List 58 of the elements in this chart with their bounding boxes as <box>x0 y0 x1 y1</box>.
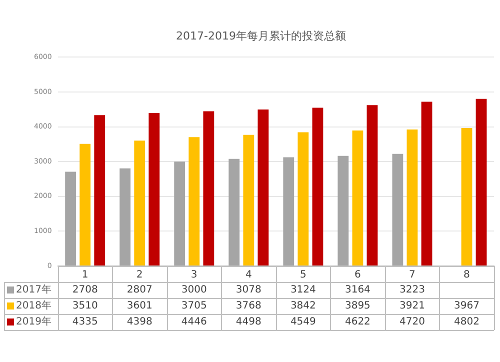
bar <box>243 134 254 266</box>
data-label: 3078 <box>236 284 262 296</box>
data-label: 3768 <box>236 300 262 312</box>
x-tick-label: 2 <box>136 270 143 281</box>
data-label: 4446 <box>181 316 207 328</box>
bar <box>120 168 131 266</box>
data-label: 2807 <box>126 284 152 296</box>
data-label: 3164 <box>344 284 370 296</box>
bar <box>94 115 106 266</box>
x-tick-label: 5 <box>300 270 306 281</box>
bar <box>298 132 309 266</box>
data-label: 4335 <box>72 316 98 328</box>
data-label: 4549 <box>290 316 316 328</box>
bar <box>148 112 160 266</box>
data-label: 3223 <box>399 284 425 296</box>
x-tick-label: 8 <box>464 270 470 281</box>
bar <box>366 105 378 266</box>
data-label: 2708 <box>72 284 98 296</box>
x-tick-label: 7 <box>409 270 416 281</box>
data-label: 3895 <box>344 300 370 312</box>
data-label: 4622 <box>344 316 370 328</box>
chart-title: 2017-2019年每月累计的投资总额 <box>176 29 346 42</box>
bar <box>228 158 240 266</box>
data-label: 3510 <box>72 300 98 312</box>
bar <box>338 156 349 266</box>
data-label: 3601 <box>126 300 152 312</box>
bar <box>392 154 404 266</box>
bar <box>80 144 91 266</box>
data-label: 4498 <box>236 316 262 328</box>
bar <box>283 157 294 266</box>
bar <box>203 111 214 266</box>
legend-label: 2017年 <box>16 284 52 296</box>
legend-label: 2019年 <box>16 316 52 328</box>
bar <box>134 140 146 266</box>
bar <box>421 102 432 266</box>
x-tick-label: 4 <box>245 270 252 281</box>
data-label: 3921 <box>399 300 425 312</box>
x-tick-label: 3 <box>190 270 198 281</box>
data-label: 3967 <box>454 300 480 312</box>
data-label: 3000 <box>181 284 207 296</box>
bar <box>174 162 186 266</box>
bar <box>188 137 200 266</box>
data-label: 4720 <box>399 316 425 328</box>
bar <box>258 109 269 266</box>
data-label: 3842 <box>290 300 316 312</box>
bar <box>352 130 364 266</box>
data-label: 4802 <box>454 316 480 328</box>
x-tick-label: 6 <box>354 270 361 281</box>
bar <box>461 128 472 266</box>
bar <box>65 172 76 266</box>
data-label: 4398 <box>126 316 152 328</box>
bar <box>312 108 324 266</box>
bar <box>406 130 418 266</box>
data-label: 3124 <box>290 284 316 296</box>
bar <box>476 98 487 266</box>
data-label: 3705 <box>181 300 207 312</box>
legend-label: 2018年 <box>16 300 52 312</box>
x-tick-label: 1 <box>82 270 88 281</box>
